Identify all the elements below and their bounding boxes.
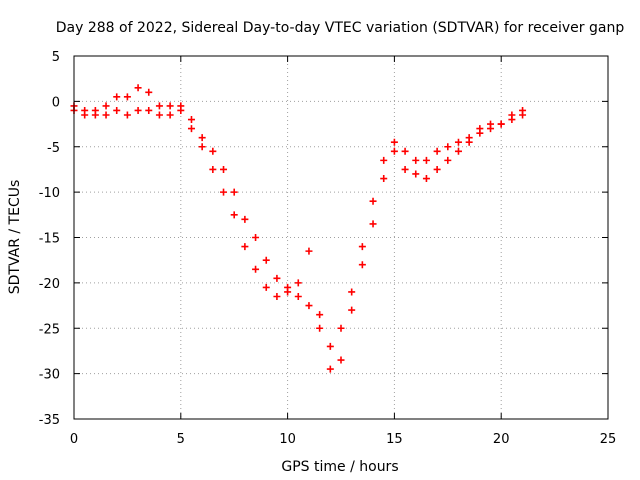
data-point (454, 147, 462, 155)
data-point (422, 175, 430, 183)
data-point (284, 288, 292, 296)
y-tick-label: 5 (52, 50, 60, 65)
data-point (209, 165, 217, 173)
data-point (465, 138, 473, 146)
data-point (177, 106, 185, 114)
data-point (134, 84, 142, 92)
x-tick-label: 0 (70, 432, 78, 447)
data-points (70, 84, 527, 373)
data-point (348, 288, 356, 296)
data-point (444, 156, 452, 164)
y-tick-label: -25 (39, 322, 60, 337)
data-point (134, 106, 142, 114)
data-point (487, 125, 495, 133)
data-point (390, 147, 398, 155)
data-point (294, 292, 302, 300)
data-point (326, 342, 334, 350)
data-point (262, 256, 270, 264)
data-point (241, 243, 249, 251)
data-point (252, 234, 260, 241)
data-point (444, 143, 452, 151)
data-point (273, 274, 281, 282)
data-point (252, 265, 260, 273)
data-point (198, 143, 206, 151)
data-point (273, 292, 281, 300)
data-point (187, 116, 195, 124)
data-point (262, 283, 270, 291)
data-point (326, 365, 334, 373)
data-point (241, 215, 249, 223)
data-point (337, 324, 345, 332)
data-point (145, 88, 153, 96)
data-point (401, 147, 409, 155)
data-point (433, 165, 441, 173)
data-point (198, 134, 206, 142)
data-point (497, 120, 505, 128)
data-point (508, 116, 516, 124)
data-point (433, 147, 441, 155)
data-point (401, 165, 409, 173)
y-tick-label: -5 (47, 141, 60, 156)
data-point (145, 106, 153, 114)
x-tick-label: 25 (600, 432, 617, 447)
grid-lines (74, 56, 608, 419)
y-axis-label: SDTVAR / TECUs (7, 180, 23, 295)
data-point (123, 111, 131, 119)
data-point (102, 111, 110, 119)
data-point (358, 261, 366, 269)
data-point (412, 156, 420, 164)
y-tick-label: -20 (39, 277, 60, 292)
x-tick-label: 10 (279, 432, 296, 447)
y-tick-label: 0 (52, 95, 60, 110)
y-tick-label: -35 (39, 413, 60, 428)
data-point (155, 111, 163, 119)
data-point (358, 243, 366, 251)
data-point (380, 175, 388, 183)
data-point (348, 306, 356, 314)
data-point (454, 138, 462, 146)
x-tick-label: 15 (386, 432, 403, 447)
data-point (209, 147, 217, 155)
data-point (390, 138, 398, 146)
data-point (113, 93, 121, 101)
data-point (113, 106, 121, 114)
x-tick-label: 20 (493, 432, 510, 447)
data-point (519, 111, 527, 119)
data-point (187, 125, 195, 133)
data-point (316, 311, 324, 319)
data-point (476, 129, 484, 137)
data-point (369, 220, 377, 228)
data-point (166, 102, 174, 110)
data-point (369, 197, 377, 205)
data-point (294, 279, 302, 287)
data-point (123, 93, 131, 101)
data-point (305, 302, 313, 310)
data-point (220, 188, 228, 196)
data-point (316, 324, 324, 332)
data-point (230, 211, 238, 219)
data-point (91, 111, 99, 119)
data-point (155, 102, 163, 110)
data-point (220, 165, 228, 173)
data-point (166, 111, 174, 119)
x-tick-label: 5 (177, 432, 185, 447)
data-point (422, 156, 430, 164)
data-point (380, 156, 388, 164)
chart-title: Day 288 of 2022, Sidereal Day-to-day VTE… (56, 20, 625, 36)
data-point (412, 170, 420, 178)
data-point (102, 102, 110, 110)
y-tick-label: -30 (39, 368, 60, 383)
data-point (81, 111, 89, 119)
x-axis-label: GPS time / hours (281, 459, 398, 475)
data-point (337, 356, 345, 364)
data-point (230, 188, 238, 196)
data-point (305, 247, 313, 255)
y-tick-label: -15 (39, 232, 60, 247)
y-tick-label: -10 (39, 186, 60, 201)
axis-ticks: 0 5 10 15 20 25 5 0 -5 -10 -15 -20 -25 -30 -35 (39, 50, 617, 447)
